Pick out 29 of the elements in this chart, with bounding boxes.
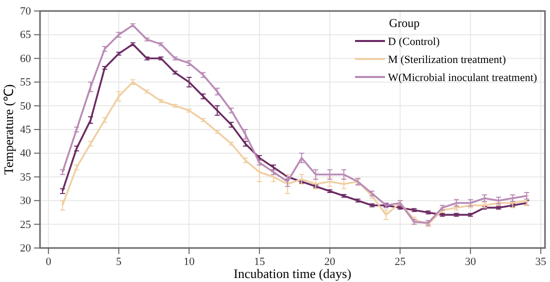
y-tick-label: 25 <box>20 218 32 231</box>
x-tick-label: 20 <box>324 256 336 268</box>
y-tick-label: 60 <box>20 52 32 65</box>
y-tick-label: 55 <box>20 76 32 89</box>
x-tick-label: 5 <box>116 256 122 268</box>
y-axis-title: Temperature (℃) <box>1 84 16 175</box>
y-tick-label: 35 <box>20 171 32 184</box>
y-tick-label: 70 <box>20 6 32 18</box>
x-tick-label: 0 <box>46 256 52 268</box>
x-axis-title: Incubation time (days) <box>234 266 352 281</box>
y-tick-label: 50 <box>20 100 32 112</box>
point <box>256 160 262 166</box>
x-tick-label: 30 <box>464 256 476 268</box>
y-tick-label: 65 <box>20 29 32 42</box>
y-tick-label: 40 <box>20 148 32 160</box>
point <box>482 194 488 202</box>
x-tick-label: 25 <box>394 256 406 268</box>
point <box>524 192 530 200</box>
x-tick-label: 15 <box>254 256 266 268</box>
x-tick-label: 10 <box>184 256 196 268</box>
legend-label: W(Microbial inoculant treatment) <box>388 72 538 84</box>
x-tick-label: 35 <box>535 256 547 268</box>
y-tick-label: 20 <box>20 242 32 255</box>
legend-title: Group <box>389 16 420 30</box>
legend-label: D (Control) <box>388 36 440 48</box>
y-tick-label: 45 <box>20 124 32 136</box>
legend-label: M (Sterilization treatment) <box>388 54 506 66</box>
y-tick-label: 30 <box>20 195 32 208</box>
point <box>453 199 460 207</box>
